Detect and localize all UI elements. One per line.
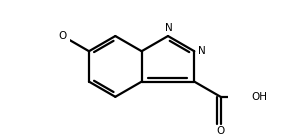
Text: OH: OH [252, 92, 268, 102]
Text: O: O [217, 126, 225, 136]
Text: N: N [198, 46, 206, 56]
Text: N: N [164, 23, 172, 33]
Text: O: O [58, 31, 66, 41]
